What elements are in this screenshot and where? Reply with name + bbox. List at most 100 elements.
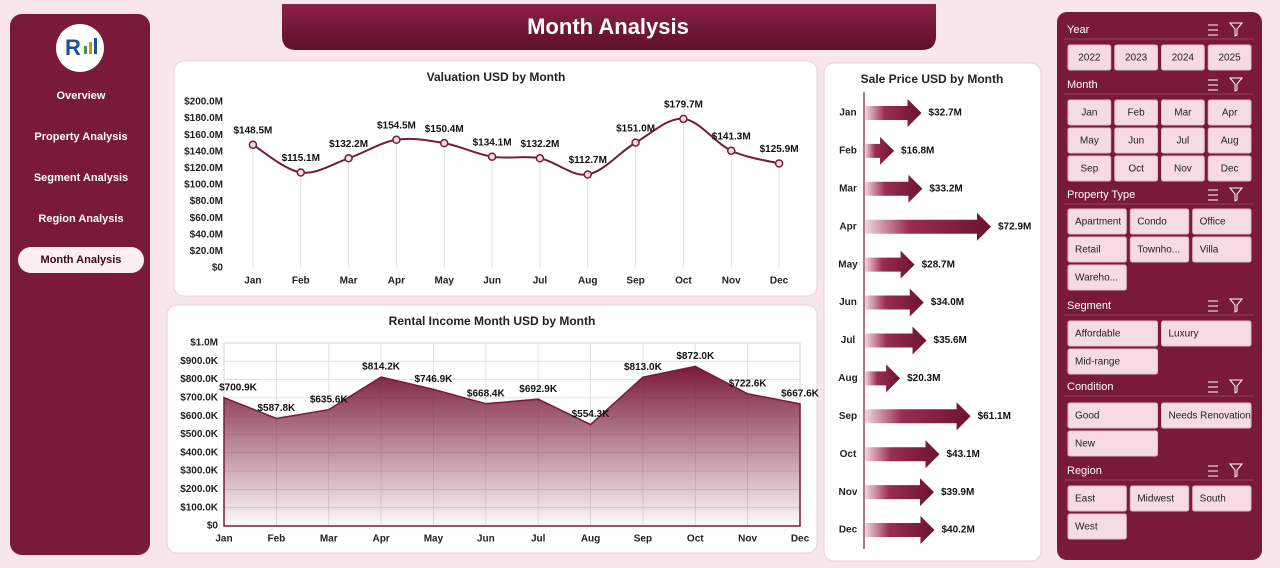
y-tick-label: Jan [839, 108, 856, 119]
slicer-button[interactable] [1114, 155, 1158, 182]
slicer-button[interactable] [1192, 236, 1252, 263]
slicer-item[interactable]: West [1075, 522, 1098, 533]
slicer-button[interactable] [1067, 485, 1127, 512]
slicer-button[interactable] [1161, 320, 1252, 347]
point [631, 138, 640, 147]
slicer-button[interactable] [1192, 208, 1252, 235]
slicer-item[interactable]: Apr [1222, 108, 1238, 119]
slicer-item[interactable]: Jan [1081, 108, 1097, 119]
slicer-button[interactable] [1067, 99, 1112, 126]
arrow-bar [865, 98, 922, 127]
slicer-item[interactable]: Jun [1128, 136, 1144, 147]
clear-filter-icon[interactable] [1228, 22, 1244, 37]
point [583, 170, 592, 179]
data-label: $813.0K [624, 362, 663, 373]
x-tick-label: Sep [634, 534, 652, 545]
slicer-button[interactable] [1207, 127, 1252, 154]
slicer-item[interactable]: 2024 [1172, 53, 1195, 64]
slicer-button[interactable] [1207, 155, 1252, 182]
slicer-item[interactable]: Apartment [1075, 217, 1121, 228]
sidebar [10, 14, 150, 555]
slicer-item[interactable]: South [1200, 494, 1226, 505]
slicer-item[interactable]: Dec [1221, 164, 1239, 175]
slicer-item[interactable]: 2025 [1219, 53, 1242, 64]
slicer-item[interactable]: Sep [1080, 164, 1098, 175]
slicer-button[interactable] [1067, 44, 1112, 71]
slicer-button[interactable] [1114, 44, 1158, 71]
clear-filter-icon[interactable] [1228, 463, 1244, 478]
slicer-item[interactable]: Jul [1176, 136, 1189, 147]
y-tick-label: $80.0M [190, 196, 223, 207]
slicer-item[interactable]: Retail [1075, 245, 1101, 256]
slicer-button[interactable] [1192, 485, 1252, 512]
nav-item[interactable]: Property Analysis [34, 131, 127, 143]
slicer-item[interactable]: Mid-range [1075, 357, 1120, 368]
header-bar [282, 4, 936, 50]
slicer-button[interactable] [1161, 127, 1205, 154]
clear-filter-icon[interactable] [1228, 298, 1244, 313]
svg-text:R: R [65, 35, 81, 60]
slicer-button[interactable] [1161, 99, 1205, 126]
slicer-item[interactable]: Good [1075, 411, 1099, 422]
arrow-bar [865, 212, 991, 241]
slicer-button[interactable] [1067, 513, 1127, 540]
y-tick-label: $0 [212, 263, 224, 274]
slicer-button[interactable] [1067, 155, 1112, 182]
clear-filter-icon[interactable] [1228, 379, 1244, 394]
slicer-item[interactable]: Villa [1200, 245, 1219, 256]
nav-item[interactable]: Overview [57, 90, 106, 102]
slicer-button[interactable] [1067, 127, 1112, 154]
x-tick-label: Sep [626, 276, 644, 287]
slicer-button[interactable] [1161, 155, 1205, 182]
slicer-button[interactable] [1207, 44, 1252, 71]
slicer-item[interactable]: Mar [1174, 108, 1192, 119]
slicer-button[interactable] [1067, 320, 1158, 347]
x-tick-label: Aug [581, 534, 600, 545]
slicer-button[interactable] [1067, 430, 1158, 457]
nav-item[interactable]: Segment Analysis [34, 172, 128, 184]
slicer-item[interactable]: Nov [1174, 164, 1192, 175]
data-label: $43.1M [946, 449, 979, 460]
slicer-item[interactable]: Needs Renovation [1169, 411, 1251, 422]
data-label: $700.9K [219, 382, 258, 393]
slicer-button[interactable] [1067, 348, 1158, 375]
slicer-item[interactable]: 2022 [1078, 53, 1101, 64]
slicer-button[interactable] [1161, 402, 1252, 429]
slicer-button[interactable] [1207, 99, 1252, 126]
nav-item[interactable]: Region Analysis [38, 213, 123, 225]
slicer-item[interactable]: Luxury [1169, 329, 1199, 340]
slicer-button[interactable] [1067, 402, 1158, 429]
data-label: $20.3M [907, 373, 940, 384]
slicer-button[interactable] [1129, 485, 1190, 512]
data-label: $34.0M [931, 297, 964, 308]
data-label: $33.2M [929, 183, 962, 194]
slicer-button[interactable] [1129, 236, 1190, 263]
clear-filter-icon[interactable] [1228, 187, 1244, 202]
slicer-item[interactable]: Oct [1128, 164, 1144, 175]
x-tick-label: Nov [722, 276, 741, 287]
slicer-button[interactable] [1067, 208, 1127, 235]
slicer-button[interactable] [1114, 99, 1158, 126]
slicer-item[interactable]: Midwest [1137, 494, 1174, 505]
slicer-item[interactable]: East [1075, 494, 1095, 505]
slicer-button[interactable] [1067, 264, 1127, 291]
slicer-item[interactable]: Aug [1221, 136, 1239, 147]
slicer-item[interactable]: New [1075, 439, 1096, 450]
slicer-item[interactable]: Affordable [1075, 329, 1121, 340]
slicer-item[interactable]: May [1080, 136, 1099, 147]
slicer-item[interactable]: Feb [1128, 108, 1146, 119]
slicer-item[interactable]: Condo [1137, 217, 1167, 228]
slicer-button[interactable] [1114, 127, 1158, 154]
slicer-button[interactable] [1129, 208, 1190, 235]
slicer-item[interactable]: Wareho... [1075, 273, 1118, 284]
slicer-item[interactable]: Townho... [1137, 245, 1180, 256]
slicer-item[interactable]: 2023 [1125, 53, 1148, 64]
clear-filter-icon[interactable] [1228, 77, 1244, 92]
x-tick-label: Nov [738, 534, 757, 545]
data-label: $141.3M [712, 131, 751, 142]
slicer-item[interactable]: Office [1200, 217, 1226, 228]
slicer-button[interactable] [1161, 44, 1205, 71]
slicer-button[interactable] [1067, 236, 1127, 263]
nav-item[interactable]: Month Analysis [41, 254, 122, 266]
data-label: $148.5M [233, 125, 272, 136]
